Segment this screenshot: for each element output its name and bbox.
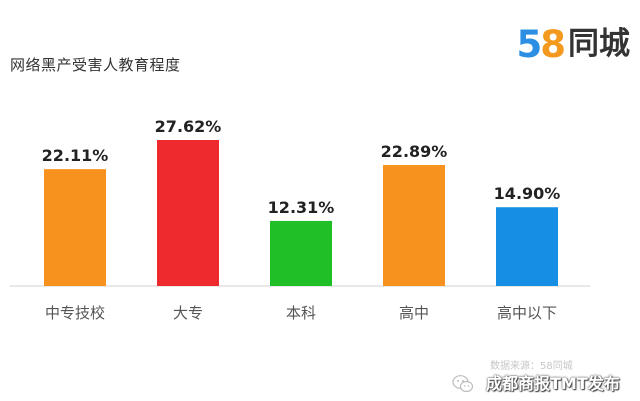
bar-2: [157, 140, 219, 286]
data-label-3: 12.31%: [268, 198, 335, 217]
category-label-2: 大专: [173, 304, 203, 322]
logo-digit-8: 8: [540, 23, 566, 66]
publisher-row: 成都商报TMT发布: [452, 374, 620, 394]
publisher-label: 成都商报TMT发布: [486, 374, 620, 393]
chart-title: 网络黑产受害人教育程度: [10, 56, 181, 74]
data-label-5: 14.90%: [494, 184, 561, 203]
wechat-icon: [452, 375, 474, 393]
bar-4: [383, 165, 445, 286]
logo-text: 同城: [568, 26, 630, 62]
category-label-1: 中专技校: [45, 304, 105, 322]
bar-1: [44, 169, 106, 286]
footer: 数据来源：58同城 成都商报TMT发布: [452, 360, 620, 394]
data-label-4: 22.89%: [381, 142, 448, 161]
data-label-2: 27.62%: [155, 117, 222, 136]
bar-3: [270, 220, 332, 286]
category-label-4: 高中: [399, 304, 429, 322]
category-label-3: 本科: [286, 304, 316, 322]
data-label-1: 22.11%: [42, 146, 109, 165]
brand-logo: 5 8 同城: [517, 26, 631, 63]
source-note: 数据来源：58同城: [490, 361, 573, 372]
category-label-5: 高中以下: [497, 304, 557, 322]
logo-digit-5: 5: [516, 23, 543, 66]
bar-5: [496, 207, 558, 286]
